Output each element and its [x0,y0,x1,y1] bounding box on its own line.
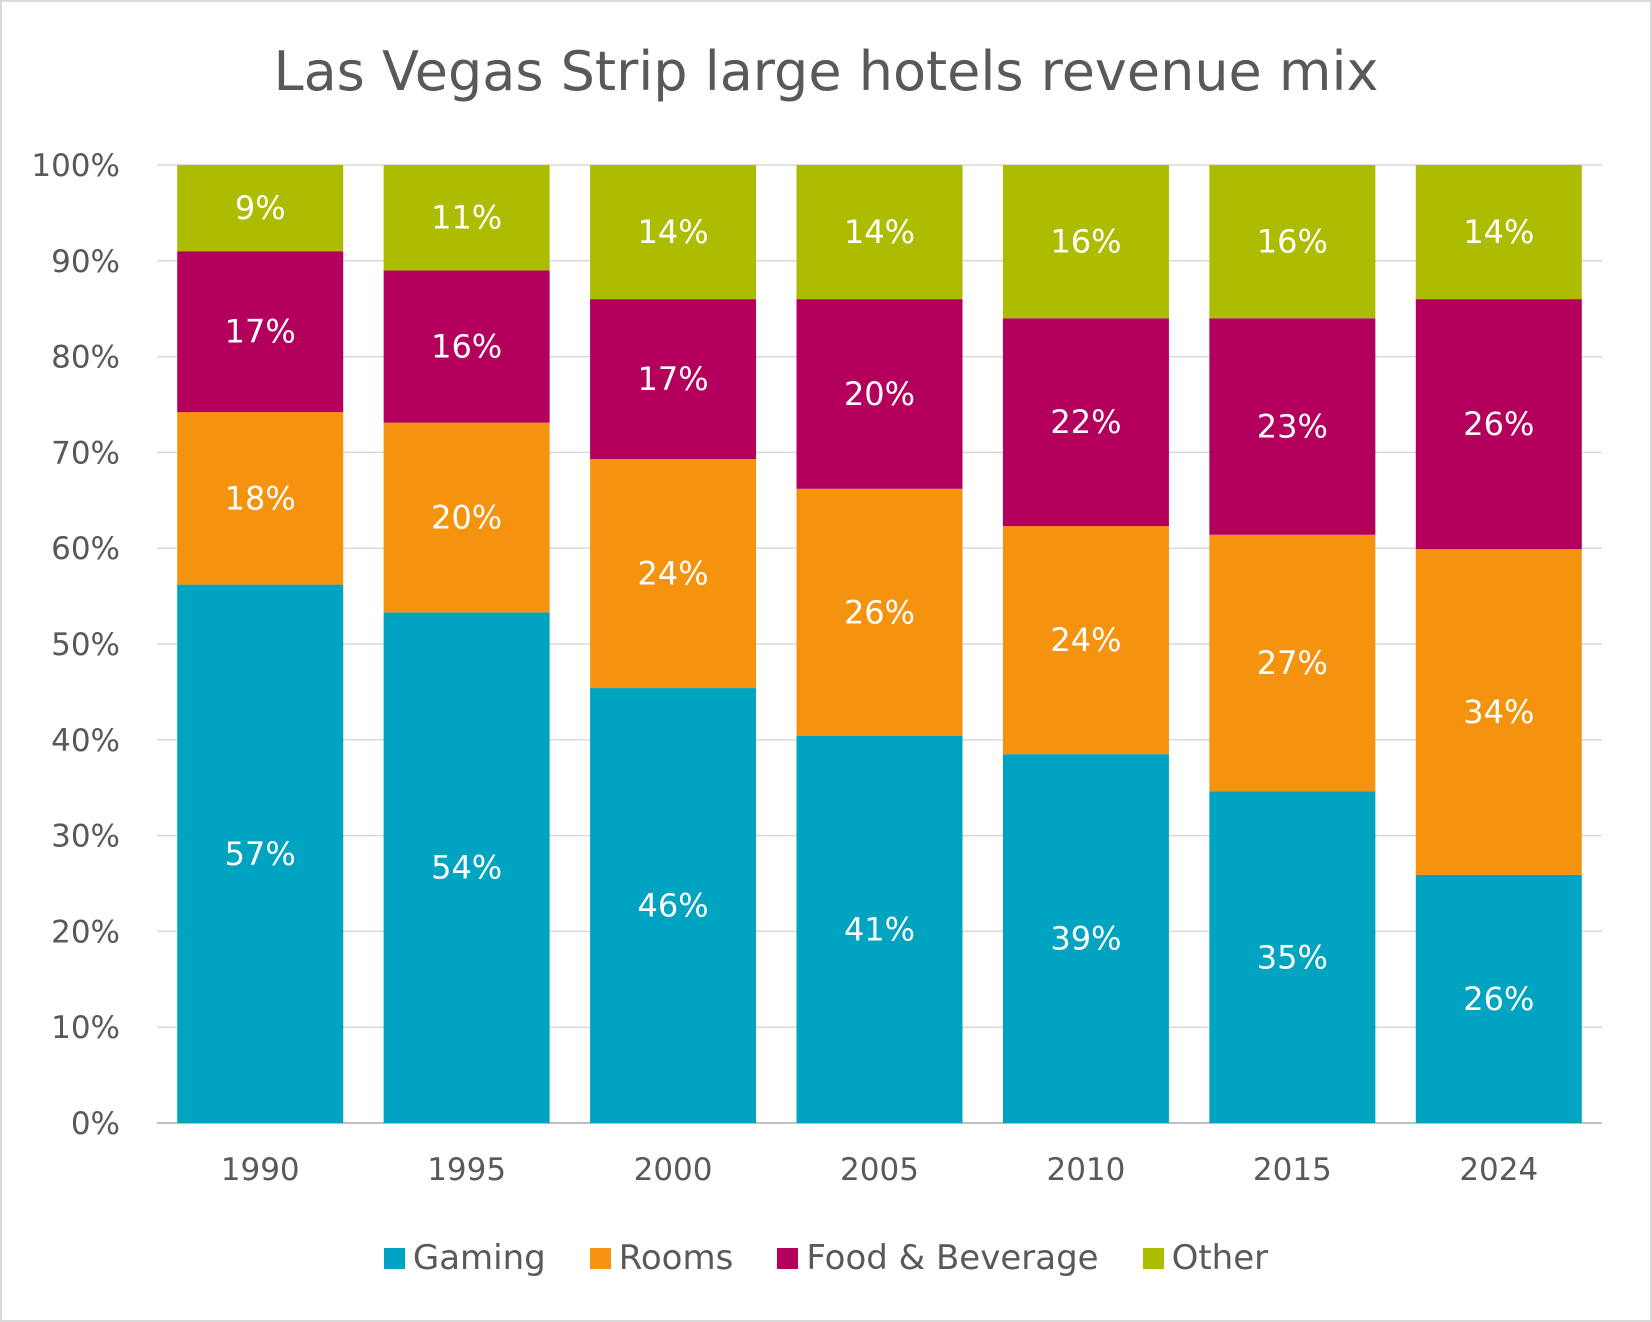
data-label: 20% [431,499,502,537]
y-tick-label: 70% [51,435,120,471]
bar-segment [1002,165,1169,319]
bar-segment [1209,534,1376,792]
y-tick-label: 60% [51,531,120,567]
data-label: 18% [225,479,296,517]
x-tick-label: 2010 [1046,1152,1125,1188]
bar-segment [1415,165,1582,300]
y-tick-label: 100% [31,148,120,184]
bar-segment [1209,318,1376,535]
y-tick-label: 50% [51,627,120,663]
data-label: 24% [638,555,709,593]
bar-segment [590,299,757,460]
bar-segment [177,412,344,585]
legend-swatch [383,1247,405,1269]
legend-label: Food & Beverage [806,1238,1099,1278]
legend-swatch [777,1247,799,1269]
bar-segment [590,165,757,300]
x-tick-label: 1990 [221,1152,300,1188]
data-label: 26% [1463,405,1534,443]
data-label: 16% [1257,223,1328,261]
x-tick-label: 2015 [1253,1152,1332,1188]
bar-segment [177,165,344,252]
bar-segment [796,735,963,1123]
data-label: 41% [844,910,915,948]
y-tick-label: 0% [71,1106,120,1142]
y-tick-label: 20% [51,914,120,950]
data-label: 9% [235,189,286,227]
x-tick-label: 2000 [634,1152,713,1188]
data-label: 14% [638,213,709,251]
bar-segment [1209,165,1376,319]
data-label: 35% [1257,938,1328,976]
bar-segment [590,459,757,689]
data-label: 14% [844,213,915,251]
data-label: 17% [638,360,709,398]
bar-segment [590,688,757,1123]
data-label: 57% [225,835,296,873]
data-label: 14% [1463,213,1534,251]
x-tick-label: 2024 [1459,1152,1538,1188]
y-tick-label: 80% [51,340,120,376]
bar-segment [177,584,344,1123]
data-label: 27% [1257,644,1328,682]
bar-segment [1415,299,1582,550]
bar-segment [1002,526,1169,755]
bar-segment [796,488,963,736]
data-label: 22% [1050,403,1121,441]
bar-segment [383,612,550,1123]
data-label: 39% [1050,920,1121,958]
legend-swatch [589,1247,611,1269]
legend-label: Other [1171,1238,1269,1278]
data-label: 26% [844,593,915,631]
legend-swatch [1142,1247,1164,1269]
data-label: 23% [1257,408,1328,446]
data-label: 16% [431,328,502,366]
bar-segment [383,270,550,423]
bar-segment [1002,754,1169,1123]
bar-segment [177,251,344,413]
data-label: 20% [844,375,915,413]
legend-label: Gaming [412,1238,546,1278]
legend-item: Other [1142,1238,1269,1278]
y-tick-label: 30% [51,819,120,855]
bar-segment [1002,318,1169,527]
data-label: 17% [225,313,296,351]
bar-segment [1209,791,1376,1123]
legend-item: Rooms [589,1238,734,1278]
y-tick-label: 40% [51,723,120,759]
bar-segment [796,165,963,300]
data-label: 16% [1050,223,1121,261]
x-tick-label: 1995 [427,1152,506,1188]
chart-title: Las Vegas Strip large hotels revenue mix [273,40,1379,103]
data-label: 24% [1050,621,1121,659]
bar-segment [1415,549,1582,875]
data-label: 46% [638,887,709,925]
legend-label: Rooms [618,1238,734,1278]
bar-segment [796,299,963,489]
bar-segment [1415,874,1582,1123]
bar-segment [383,422,550,613]
data-label: 11% [431,199,502,237]
legend-item: Gaming [383,1238,546,1278]
legend-item: Food & Beverage [777,1238,1099,1278]
data-label: 54% [431,849,502,887]
legend: Gaming Rooms Food & Beverage Other [2,1238,1650,1278]
x-tick-label: 2005 [840,1152,919,1188]
bar-segment [383,165,550,271]
data-label: 34% [1463,693,1534,731]
data-label: 26% [1463,980,1534,1018]
y-tick-label: 90% [51,244,120,280]
y-tick-label: 10% [51,1010,120,1046]
